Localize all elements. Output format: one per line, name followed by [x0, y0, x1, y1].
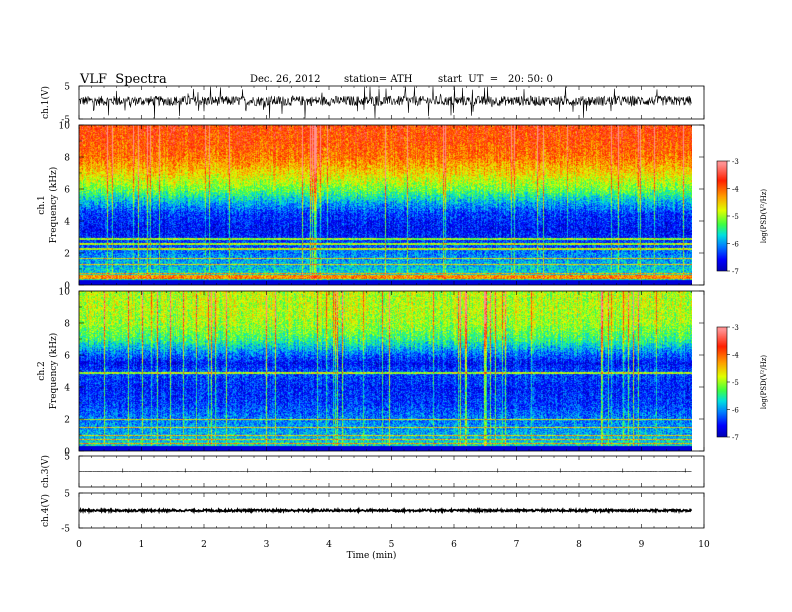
y-tick-label: -5 [61, 116, 70, 126]
y-tick-label: 6 [64, 186, 70, 196]
colorbar-tick-label: -7 [732, 434, 739, 442]
y-tick-label: 0 [64, 448, 70, 458]
colorbar-tick-label: -4 [732, 186, 739, 194]
ch2-spectrogram-ylabel: Frequency (kHz) [48, 333, 59, 410]
x-axis-label: Time (min) [347, 550, 397, 561]
x-tick-label: 3 [264, 540, 270, 550]
y-tick-label: 2 [64, 416, 70, 426]
colorbar-tick-label: -6 [732, 407, 739, 415]
ch1-spectrogram-colorbar [717, 161, 727, 271]
ch2-spectrogram-colorbar [717, 327, 727, 437]
date-label: Dec. 26, 2012 [250, 74, 321, 85]
colorbar-tick-label: -5 [732, 213, 739, 221]
y-tick-label: 6 [64, 352, 70, 362]
x-tick-label: 6 [451, 540, 457, 550]
y-tick-label: 5 [64, 83, 70, 93]
x-tick-label: 5 [389, 540, 395, 550]
y-tick-label: -5 [61, 525, 70, 535]
y-tick-label: 10 [59, 288, 71, 298]
x-tick-label: 10 [698, 540, 710, 550]
y-tick-label: 4 [64, 218, 70, 228]
y-tick-label: 5 [64, 490, 70, 500]
x-tick-label: 2 [201, 540, 207, 550]
ch4-waveform-ylabel: ch.4(V) [40, 494, 51, 527]
ch4-waveform-trace [78, 506, 693, 515]
y-tick-label: 10 [59, 122, 71, 132]
colorbar-tick-label: -3 [732, 158, 739, 166]
x-tick-label: 7 [514, 540, 520, 550]
ch2-spectrogram-colorbar-label: log(PSD(V²/Hz) [760, 355, 768, 410]
y-tick-label: 8 [64, 320, 70, 330]
y-tick-label: 0 [64, 282, 70, 292]
x-tick-label: 4 [326, 540, 332, 550]
ch1-spectrogram-ylabel: Frequency (kHz) [48, 167, 59, 244]
ch1-spectrogram-channel-label: ch.1 [37, 195, 47, 214]
plot-title: VLF Spectra [80, 72, 167, 87]
station-label: station= ATH [344, 74, 413, 85]
colorbar-tick-label: -3 [732, 324, 739, 332]
ch1-waveform-trace [78, 86, 692, 119]
y-tick-label: 8 [64, 154, 70, 164]
ch1-waveform-ylabel: ch.1(V) [40, 86, 51, 119]
ch3-waveform-ylabel: ch.3(V) [40, 455, 51, 488]
x-tick-label: 1 [139, 540, 145, 550]
ch2-spectrogram-image [79, 291, 692, 451]
y-tick-label: 4 [64, 384, 70, 394]
colorbar-tick-label: -7 [732, 268, 739, 276]
ch1-spectrogram-colorbar-label: log(PSD(V²/Hz) [760, 189, 768, 244]
colorbar-tick-label: -6 [732, 241, 739, 249]
colorbar-tick-label: -5 [732, 379, 739, 387]
colorbar-tick-label: -4 [732, 352, 739, 360]
ch1-spectrogram-image [79, 125, 692, 285]
x-tick-label: 0 [76, 540, 82, 550]
y-tick-label: 2 [64, 250, 70, 260]
start-ut-value: 20: 50: 0 [508, 74, 553, 85]
y-tick-label: 5 [64, 453, 70, 463]
ch2-spectrogram-channel-label: ch.2 [37, 361, 47, 380]
start-ut-label: start UT = [438, 74, 499, 85]
x-tick-label: 8 [576, 540, 582, 550]
x-tick-label: 9 [639, 540, 645, 550]
